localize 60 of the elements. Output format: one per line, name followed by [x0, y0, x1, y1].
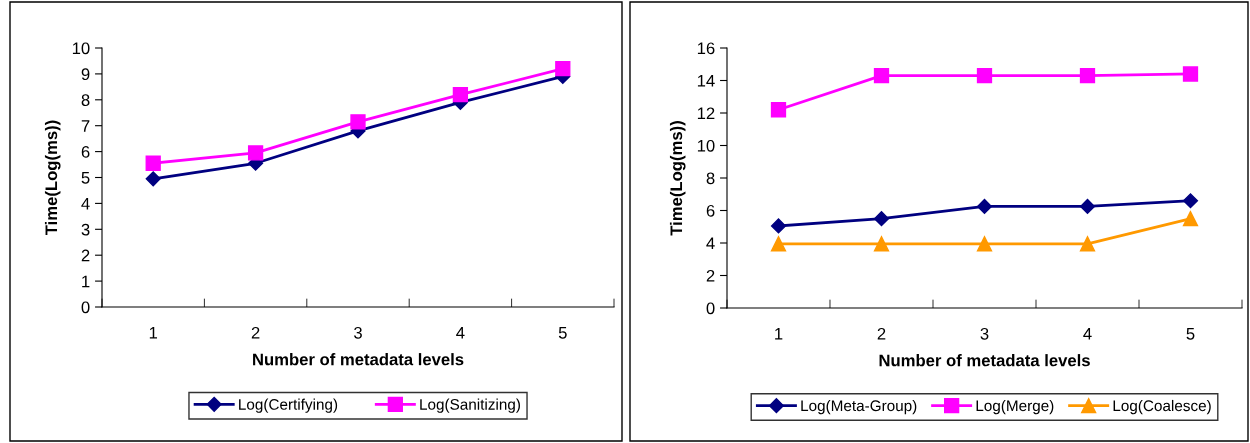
point [770, 236, 787, 252]
y-tick-label: 9 [81, 68, 90, 81]
y-tick-label: 8 [81, 94, 90, 106]
x-axis-title: Number of metadata levels [253, 353, 464, 366]
x-tick-label: 3 [354, 326, 362, 339]
x-tick-label: 1 [775, 328, 783, 340]
point [145, 171, 161, 187]
y-tick-label: 8 [706, 172, 715, 185]
y-tick-label: 7 [81, 120, 90, 132]
point [873, 67, 890, 84]
point [1182, 66, 1199, 82]
legend-label: Log(Merge) [976, 399, 1054, 415]
legend-label: Log(Meta-Group) [801, 399, 917, 415]
y-axis-title: Time(Log(ms)) [669, 121, 686, 236]
y-tick-label: 0 [81, 301, 90, 314]
point [1182, 193, 1199, 209]
y-tick-label: 14 [697, 75, 715, 87]
y-tick-label: 12 [697, 107, 715, 120]
point [976, 198, 993, 215]
point [145, 155, 161, 171]
y-tick-label: 4 [706, 237, 715, 250]
y-tick-label: 10 [697, 139, 715, 152]
point [1079, 236, 1096, 252]
point [873, 236, 890, 252]
point [1079, 198, 1096, 215]
y-tick-label: 2 [81, 249, 90, 262]
point [770, 102, 787, 118]
legend-label: Log(Sanitizing) [420, 398, 520, 413]
point [1079, 67, 1096, 84]
point [1182, 210, 1199, 227]
y-tick-label: 10 [72, 42, 90, 55]
legend-label: Log(Coalesce) [1113, 399, 1211, 415]
y-tick-label: 4 [81, 197, 90, 210]
y-tick-label: 16 [697, 42, 715, 55]
y-tick-label: 1 [82, 275, 90, 288]
x-tick-label: 4 [456, 327, 465, 339]
y-tick-label: 3 [81, 223, 90, 236]
x-tick-label: 3 [980, 327, 989, 340]
x-tick-label: 4 [1083, 328, 1092, 340]
x-tick-label: 5 [1186, 328, 1195, 340]
x-tick-label: 2 [251, 326, 260, 339]
x-tick-label: 5 [558, 327, 567, 339]
y-tick-label: 0 [706, 302, 715, 315]
point [350, 114, 366, 130]
y-tick-label: 6 [81, 146, 90, 158]
point [976, 67, 993, 84]
point [555, 61, 571, 77]
y-axis-title: Time(Log(ms)) [44, 120, 61, 236]
y-tick-label: 2 [706, 269, 715, 282]
x-tick-label: 1 [149, 327, 158, 339]
y-tick-label: 6 [706, 204, 715, 217]
point [247, 145, 264, 161]
y-tick-label: 5 [81, 172, 90, 184]
point [452, 86, 469, 103]
point [873, 211, 890, 227]
legend-label: Log(Certifying) [239, 398, 338, 413]
x-tick-label: 2 [877, 327, 886, 340]
point [770, 218, 787, 234]
x-axis-title: Number of metadata levels [879, 354, 1090, 367]
point [976, 236, 993, 252]
